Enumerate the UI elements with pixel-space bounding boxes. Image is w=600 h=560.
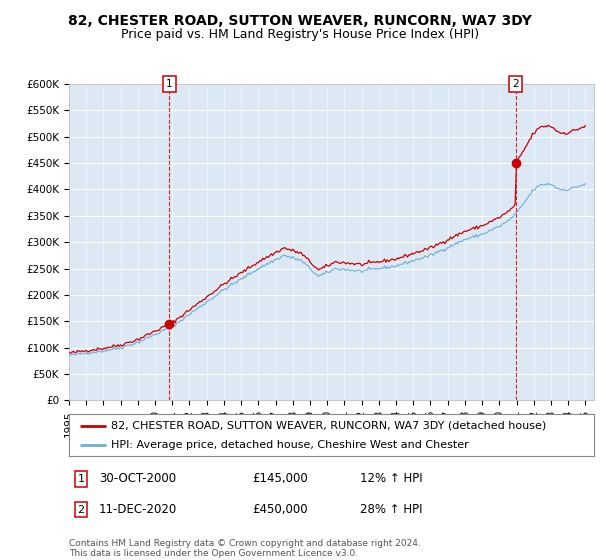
Text: 12% ↑ HPI: 12% ↑ HPI (360, 472, 422, 486)
Text: 2: 2 (512, 79, 519, 89)
Text: 11-DEC-2020: 11-DEC-2020 (99, 503, 177, 516)
Text: 82, CHESTER ROAD, SUTTON WEAVER, RUNCORN, WA7 3DY (detached house): 82, CHESTER ROAD, SUTTON WEAVER, RUNCORN… (111, 421, 546, 431)
Text: 2: 2 (77, 505, 85, 515)
Text: 30-OCT-2000: 30-OCT-2000 (99, 472, 176, 486)
Text: £450,000: £450,000 (252, 503, 308, 516)
Text: Contains HM Land Registry data © Crown copyright and database right 2024.
This d: Contains HM Land Registry data © Crown c… (69, 539, 421, 558)
Text: £145,000: £145,000 (252, 472, 308, 486)
Text: 28% ↑ HPI: 28% ↑ HPI (360, 503, 422, 516)
Text: 1: 1 (77, 474, 85, 484)
Text: HPI: Average price, detached house, Cheshire West and Chester: HPI: Average price, detached house, Ches… (111, 440, 469, 450)
Text: 1: 1 (166, 79, 173, 89)
Text: Price paid vs. HM Land Registry's House Price Index (HPI): Price paid vs. HM Land Registry's House … (121, 28, 479, 41)
Text: 82, CHESTER ROAD, SUTTON WEAVER, RUNCORN, WA7 3DY: 82, CHESTER ROAD, SUTTON WEAVER, RUNCORN… (68, 14, 532, 28)
